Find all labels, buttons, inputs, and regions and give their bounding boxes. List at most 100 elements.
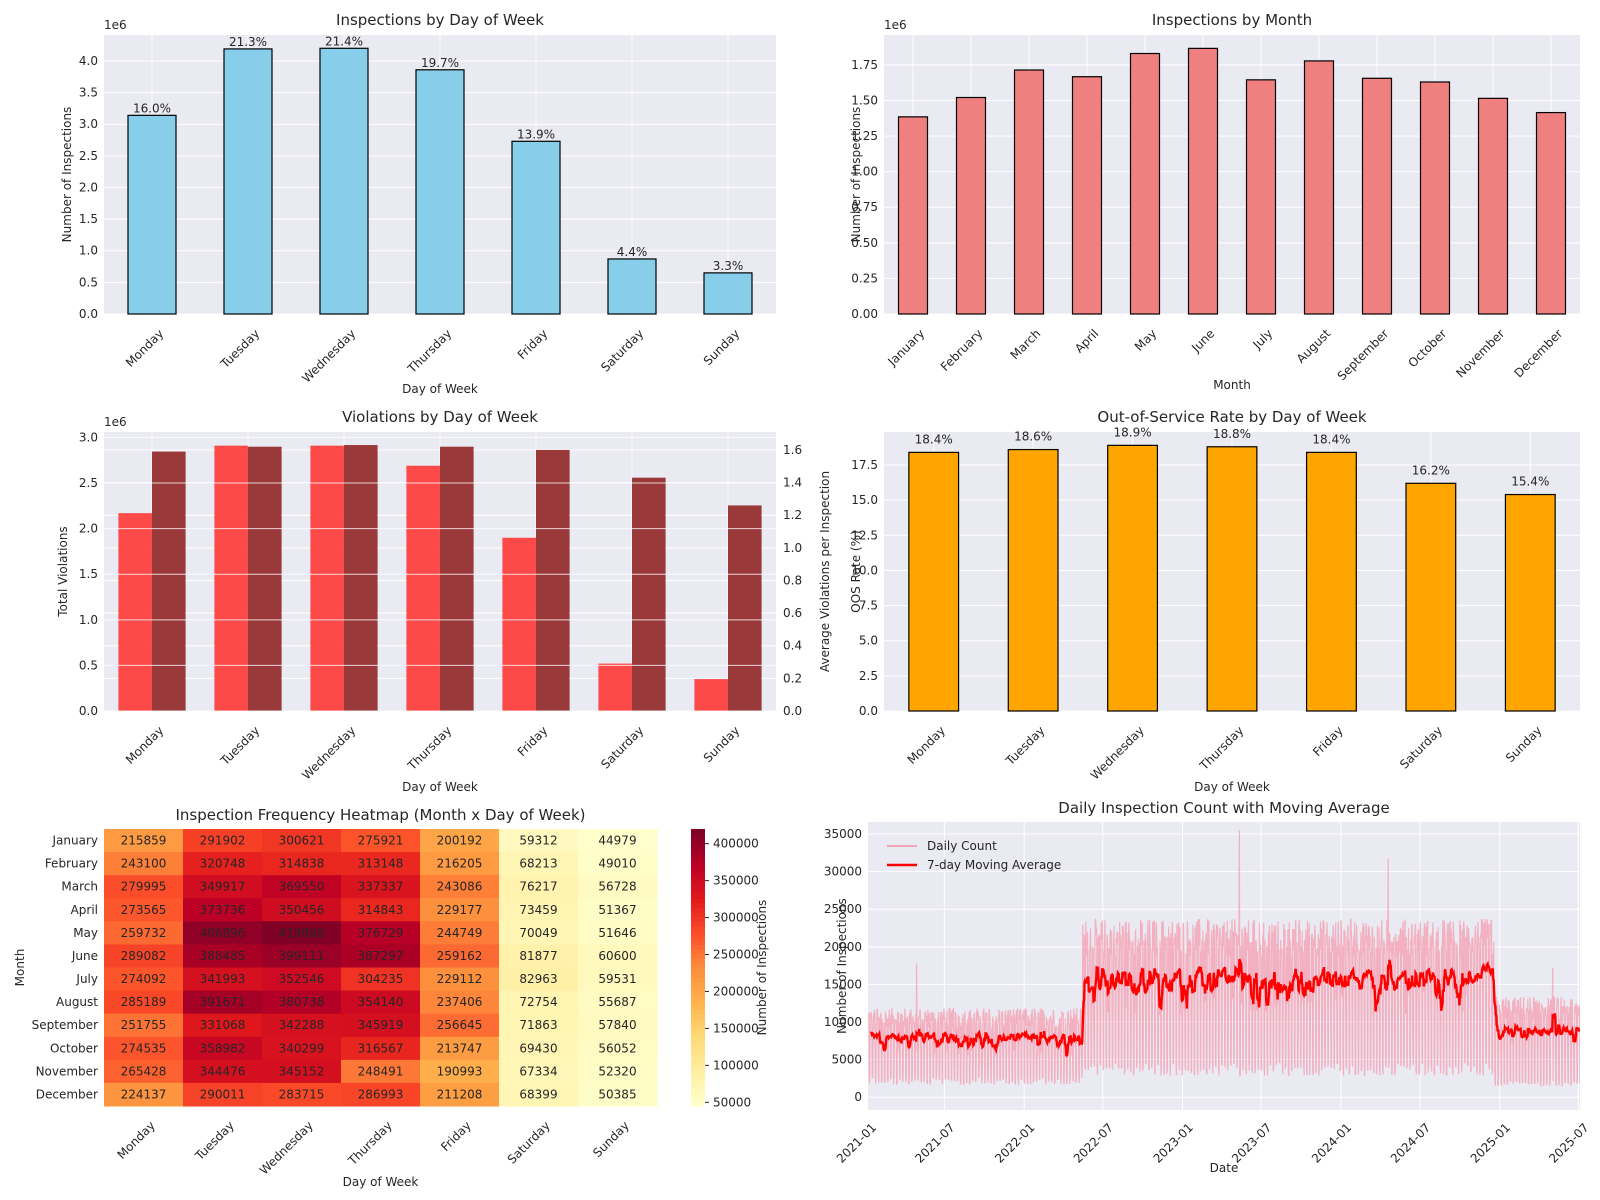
heatmap-cell — [341, 1013, 421, 1038]
heatmap-cell-value: 314838 — [279, 857, 325, 871]
heatmap-cell-value: 419868 — [279, 926, 325, 940]
y-tick-label: 0.25 — [851, 271, 878, 285]
inspections-by-month-chart: 0.00 0.25 0.50 0.75 1.00 1.25 1.50 1.75 January F… — [849, 11, 1580, 392]
daily-count-line — [868, 830, 1580, 1087]
colorbar-segment — [691, 879, 705, 885]
x-tick-label: Monday — [123, 326, 166, 369]
y-tick-label: 0.5 — [79, 658, 98, 672]
heatmap-cell-value: 342288 — [279, 1018, 325, 1032]
x-tick-label: Monday — [114, 1118, 157, 1161]
colorbar-segment — [691, 833, 705, 839]
heatmap-cell — [183, 1082, 263, 1107]
heatmap-cell-value: 354140 — [358, 995, 404, 1009]
y-tick-label: 15.0 — [851, 493, 878, 507]
heatmap-cell — [341, 1036, 421, 1061]
x-axis-label: Day of Week — [1194, 780, 1270, 794]
y-tick-label: 4.0 — [79, 54, 98, 68]
violations-bar — [406, 465, 440, 711]
avg-violations-bar — [440, 446, 474, 711]
heatmap-cell-value: 211208 — [437, 1087, 483, 1101]
heatmap-cell-value: 70049 — [519, 926, 557, 940]
heatmap-cell-value: 57840 — [598, 1018, 636, 1032]
colorbar-segment — [691, 1013, 705, 1019]
inspection-heatmap-chart: 215859 291902 300621 275921 200192 59312 44979… — [13, 806, 769, 1189]
chart-title: Out-of-Service Rate by Day of Week — [1097, 408, 1366, 426]
heatmap-cell — [499, 1082, 579, 1107]
y-axis-label: OOS Rate (%) — [849, 530, 863, 612]
x-tick-label: Thursday — [404, 326, 454, 376]
heatmap-cell — [341, 990, 421, 1015]
heatmap-cell-value: 345919 — [358, 1018, 404, 1032]
y-tick-label: August — [56, 995, 98, 1009]
heatmap-cell-value: 314843 — [358, 903, 404, 917]
heatmap-cell-value: 76217 — [519, 880, 557, 894]
y-tick-label: 0.50 — [851, 236, 878, 250]
colorbar-segment — [691, 884, 705, 890]
heatmap-cell — [183, 1013, 263, 1038]
colorbar-segment — [691, 902, 705, 909]
bar — [1107, 444, 1159, 712]
x-tick-label: October — [1405, 326, 1449, 370]
heatmap-cell — [262, 852, 342, 876]
bar — [1535, 111, 1567, 315]
y-tick-label: 30000 — [824, 865, 862, 879]
heatmap-cell-value: 352546 — [279, 972, 325, 986]
colorbar-segment — [691, 893, 705, 899]
y-tick-label: 1.00 — [851, 165, 878, 179]
y-tick-label: 1.25 — [851, 129, 878, 143]
heatmap-cell-value: 51367 — [598, 903, 636, 917]
heatmap-cell — [262, 875, 342, 899]
colorbar-segment — [691, 1032, 705, 1038]
bar-value-label: 21.3% — [229, 35, 267, 49]
heatmap-cell — [578, 1013, 658, 1038]
colorbar-tick-label: 150000 — [713, 1021, 759, 1035]
x-tick-label: Thursday — [404, 723, 454, 773]
series-group — [868, 830, 1580, 1087]
heatmap-cell — [104, 944, 184, 968]
x-tick-label: Thursday — [1196, 723, 1246, 773]
heatmap-cell — [499, 829, 579, 853]
avg-violations-bar — [344, 445, 378, 711]
chart-title: Violations by Day of Week — [342, 408, 538, 426]
y-tick-label: April — [71, 903, 98, 917]
y-tick-label: 2.0 — [79, 522, 98, 536]
colorbar-segment — [691, 1009, 705, 1015]
heatmap-cell-value: 337337 — [358, 880, 404, 894]
heatmap-cell — [183, 829, 263, 853]
heatmap-cell-value: 274535 — [121, 1041, 167, 1055]
colorbar-segment — [691, 1055, 705, 1061]
heatmap-cell — [499, 1036, 579, 1061]
heatmap-cell-value: 237406 — [437, 995, 483, 1009]
x-tick-label: 2022-07 — [1071, 1120, 1116, 1165]
x-tick-label: Sunday — [701, 723, 743, 765]
heatmap-cell — [420, 944, 500, 968]
y-tick-label: March — [61, 880, 98, 894]
y-tick-label: 1.5 — [79, 567, 98, 581]
heatmap-cell-value: 320748 — [200, 857, 246, 871]
bar-value-label: 16.2% — [1412, 463, 1450, 477]
x-tick-label: September — [1335, 326, 1392, 383]
colorbar-segment — [691, 1004, 705, 1010]
x-tick-label: 2021-07 — [912, 1120, 957, 1165]
heatmap-cell — [104, 1082, 184, 1107]
heatmap-cell-value: 216205 — [437, 857, 483, 871]
heatmap-cell — [499, 875, 579, 899]
y-tick-label: June — [71, 949, 98, 963]
bar — [127, 114, 177, 315]
colorbar-segment — [691, 1096, 705, 1102]
legend-ma-label: 7-day Moving Average — [927, 858, 1061, 872]
scale-label: 1e6 — [104, 18, 127, 32]
y-tick-label: 0.0 — [859, 704, 878, 718]
x-tick-label: Sunday — [1503, 723, 1545, 765]
heatmap-cell — [420, 852, 500, 876]
x-tick-label: 2021-01 — [834, 1120, 879, 1165]
colorbar-label: Number of Inspections — [755, 900, 769, 1036]
x-axis-label: Day of Week — [402, 382, 478, 396]
chart-title: Inspections by Month — [1152, 11, 1312, 29]
y2-tick-label: 0.8 — [783, 573, 802, 587]
y-tick-label: 5.0 — [859, 634, 878, 648]
heatmap-cell-value: 369550 — [279, 880, 325, 894]
heatmap-cell-value: 344476 — [200, 1064, 246, 1078]
heatmap-cell-value: 67334 — [519, 1064, 557, 1078]
heatmap-cell — [104, 829, 184, 853]
